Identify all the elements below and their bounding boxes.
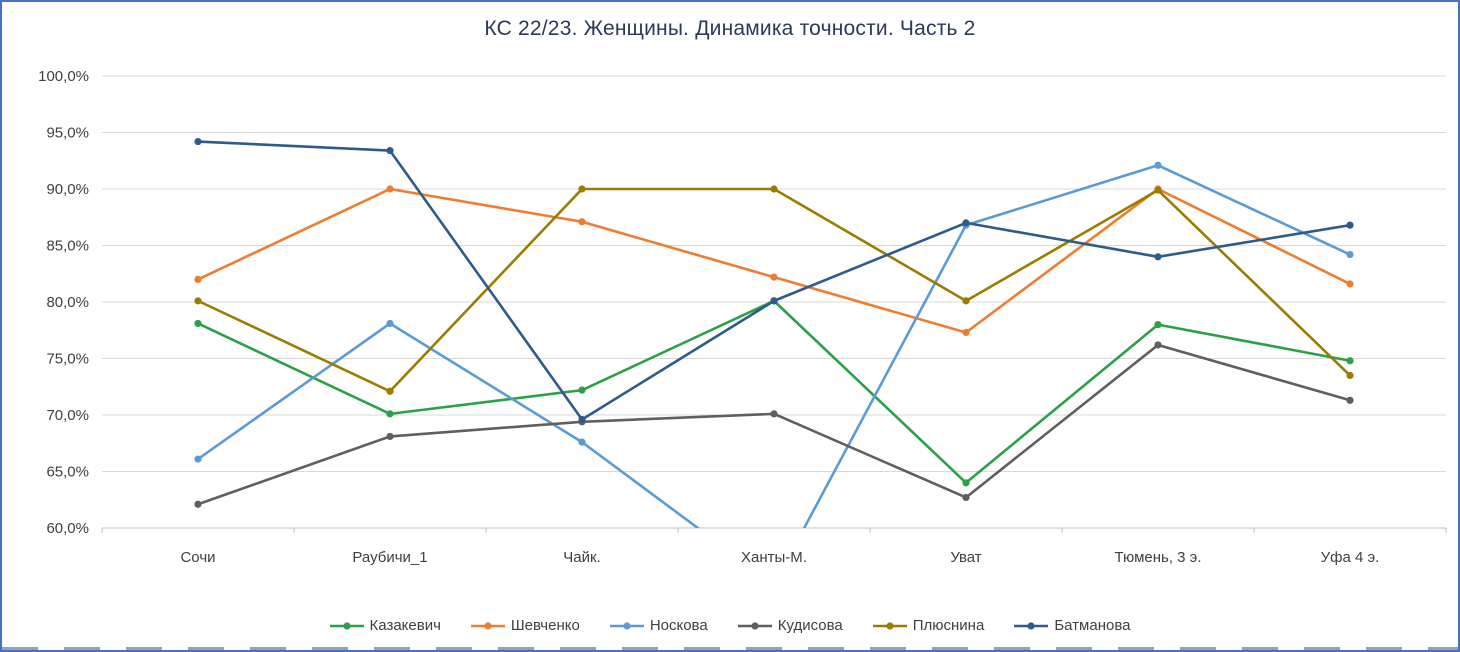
svg-text:Тюмень, 3 э.: Тюмень, 3 э. <box>1114 549 1201 566</box>
legend-item-1[interactable]: Шевченко <box>470 617 580 634</box>
svg-text:85,0%: 85,0% <box>46 238 89 255</box>
series-line-0[interactable] <box>196 299 1352 485</box>
legend-item-3[interactable]: Кудисова <box>737 617 843 634</box>
x-axis <box>101 527 1447 533</box>
legend-marker-icon <box>329 621 364 630</box>
legend-label: Кудисова <box>777 617 843 634</box>
series-markers-1 <box>194 185 1354 337</box>
svg-text:60,0%: 60,0% <box>46 520 89 537</box>
series-line-3[interactable] <box>196 343 1352 506</box>
legend-marker-icon <box>872 621 907 630</box>
chart-legend: Казакевич Шевченко Носкова Кудисова Плюснина… <box>2 617 1458 634</box>
legend-item-4[interactable]: Плюснина <box>872 617 985 634</box>
legend-item-5[interactable]: Батманова <box>1014 617 1130 634</box>
x-axis-labels: Сочи Раубичи_1 Чайк. Ханты-М. Уват Тюмень, 3 … <box>180 549 1379 566</box>
svg-text:70,0%: 70,0% <box>46 407 89 424</box>
legend-label: Плюснина <box>912 617 985 634</box>
svg-text:80,0%: 80,0% <box>46 294 89 311</box>
legend-marker-icon <box>1014 621 1049 630</box>
legend-label: Батманова <box>1054 617 1131 634</box>
legend-label: Носкова <box>649 617 708 634</box>
svg-text:Ханты-М.: Ханты-М. <box>741 549 807 566</box>
svg-text:Раубичи_1: Раубичи_1 <box>352 549 427 566</box>
series-line-1[interactable] <box>196 187 1352 334</box>
svg-text:90,0%: 90,0% <box>46 181 89 198</box>
series-line-2[interactable] <box>196 163 1352 584</box>
series-line-4[interactable] <box>196 187 1352 393</box>
svg-text:Чайк.: Чайк. <box>563 549 600 566</box>
svg-text:65,0%: 65,0% <box>46 464 89 481</box>
legend-item-2[interactable]: Носкова <box>609 617 708 634</box>
svg-text:Сочи: Сочи <box>180 549 215 566</box>
legend-marker-icon <box>737 621 772 630</box>
legend-label: Шевченко <box>510 617 580 634</box>
svg-text:95,0%: 95,0% <box>46 125 89 142</box>
svg-text:75,0%: 75,0% <box>46 351 89 368</box>
plot-area <box>194 137 1354 584</box>
legend-label: Казакевич <box>369 617 441 634</box>
legend-marker-icon <box>609 621 644 630</box>
series-markers-4 <box>194 185 1354 395</box>
legend-marker-icon <box>470 621 505 630</box>
series-markers-3 <box>194 341 1354 508</box>
chart-title: КС 22/23. Женщины. Динамика точности. Ча… <box>484 17 976 40</box>
series-markers-0 <box>194 297 1354 487</box>
y-axis-labels: 100,0% 95,0% 90,0% 85,0% 80,0% 75,0% 70,0% 65,0… <box>38 68 89 537</box>
series-markers-2 <box>194 161 1354 463</box>
legend-item-0[interactable]: Казакевич <box>329 617 441 634</box>
svg-text:100,0%: 100,0% <box>38 68 89 85</box>
svg-text:Уфа 4 э.: Уфа 4 э. <box>1321 549 1380 566</box>
series-markers-5 <box>194 137 1354 424</box>
svg-text:Уват: Уват <box>950 549 981 566</box>
spreadsheet-cell-edges <box>2 647 1458 650</box>
